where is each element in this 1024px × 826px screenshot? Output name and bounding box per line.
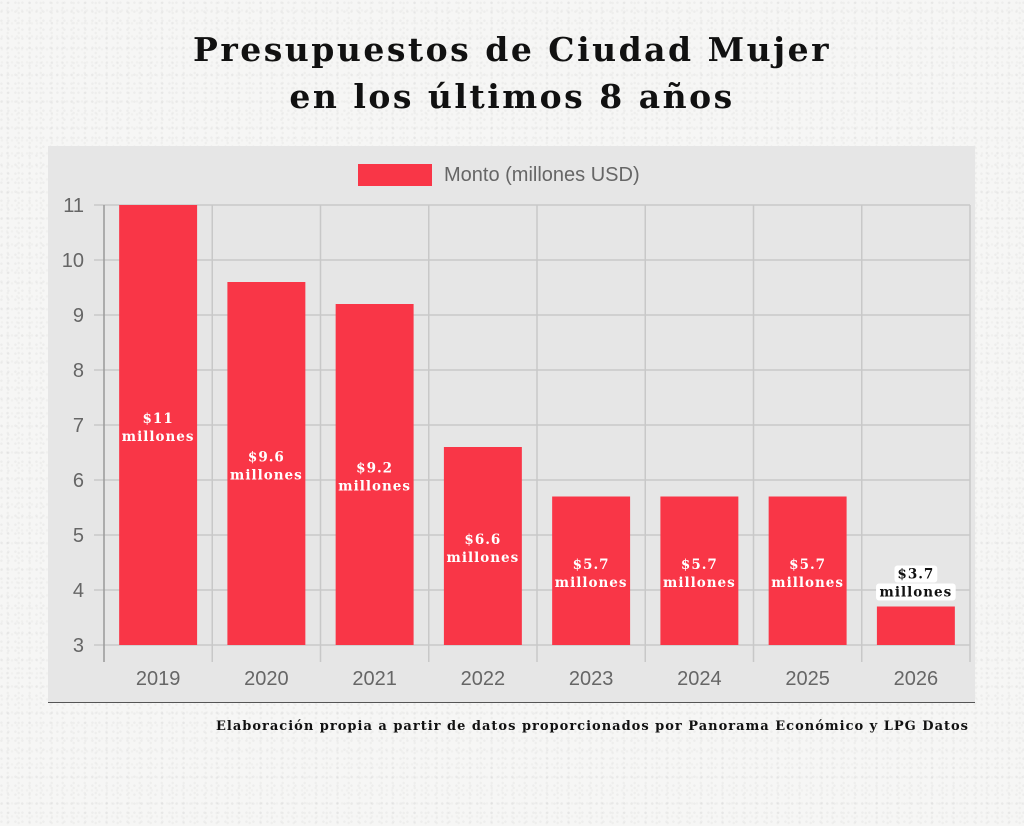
axes: 3 4 5 6 7 8 9 10 11 2019 2020 2021 2022 2023 2024 2025 2… <box>62 195 938 690</box>
chart-title-line-2: en los últimos 8 años <box>289 77 735 116</box>
source-note: Elaboración propia a partir de datos pro… <box>216 719 969 734</box>
data-label: millones <box>230 468 303 484</box>
legend[interactable]: Monto (millones USD) <box>358 163 640 187</box>
y-tick-label: 10 <box>62 250 84 272</box>
data-label: $5.7 <box>573 557 610 573</box>
y-tick-label: 11 <box>63 195 84 217</box>
data-label-halo <box>876 583 956 601</box>
data-label: millones <box>880 585 953 601</box>
data-label: millones <box>447 550 520 566</box>
bars <box>119 205 955 645</box>
y-tick-label: 5 <box>73 525 84 547</box>
data-label: millones <box>663 575 736 591</box>
bar-2020[interactable] <box>227 282 306 645</box>
bar-2025[interactable] <box>768 496 847 646</box>
data-label: millones <box>338 479 411 495</box>
legend-label: Monto (millones USD) <box>444 163 640 186</box>
y-tick-label: 8 <box>73 360 84 382</box>
data-label: millones <box>555 575 628 591</box>
x-tick-label: 2023 <box>569 668 614 690</box>
x-tick-label: 2024 <box>677 668 722 690</box>
data-label: millones <box>122 429 195 445</box>
legend-swatch <box>358 164 432 186</box>
y-tick-label: 9 <box>73 305 84 327</box>
divider-line <box>48 702 975 703</box>
data-label: $11 <box>143 411 174 427</box>
x-tick-label: 2022 <box>461 668 506 690</box>
x-tick-label: 2026 <box>894 668 939 690</box>
bar-2023[interactable] <box>552 496 631 646</box>
y-tick-label: 4 <box>73 580 84 602</box>
x-tick-label: 2019 <box>136 668 181 690</box>
data-label: $5.7 <box>789 557 826 573</box>
data-labels: $11 millones $9.6 millones $9.2 millones $6.6 m… <box>122 411 956 601</box>
bar-2026[interactable] <box>876 606 955 646</box>
bar-2022[interactable] <box>443 447 522 645</box>
chart-title-line-1: Presupuestos de Ciudad Mujer <box>193 30 831 69</box>
data-label: millones <box>771 575 844 591</box>
bar-2024[interactable] <box>660 496 739 646</box>
y-tick-label: 6 <box>73 470 84 492</box>
bar-2021[interactable] <box>335 304 414 645</box>
data-label: $3.7 <box>897 567 934 583</box>
x-tick-label: 2020 <box>244 668 289 690</box>
data-label: $6.6 <box>464 532 501 548</box>
x-tick-label: 2021 <box>352 668 397 690</box>
data-label: $5.7 <box>681 557 718 573</box>
data-label-halo <box>894 565 938 583</box>
y-tick-label: 7 <box>73 415 84 437</box>
data-label: $9.2 <box>356 461 393 477</box>
data-label: $9.6 <box>248 450 285 466</box>
chart-title: Presupuestos de Ciudad Mujer en los últi… <box>0 26 1024 120</box>
y-tick-label: 3 <box>73 635 84 657</box>
x-tick-label: 2025 <box>785 668 830 690</box>
bar-2019[interactable] <box>119 205 198 645</box>
